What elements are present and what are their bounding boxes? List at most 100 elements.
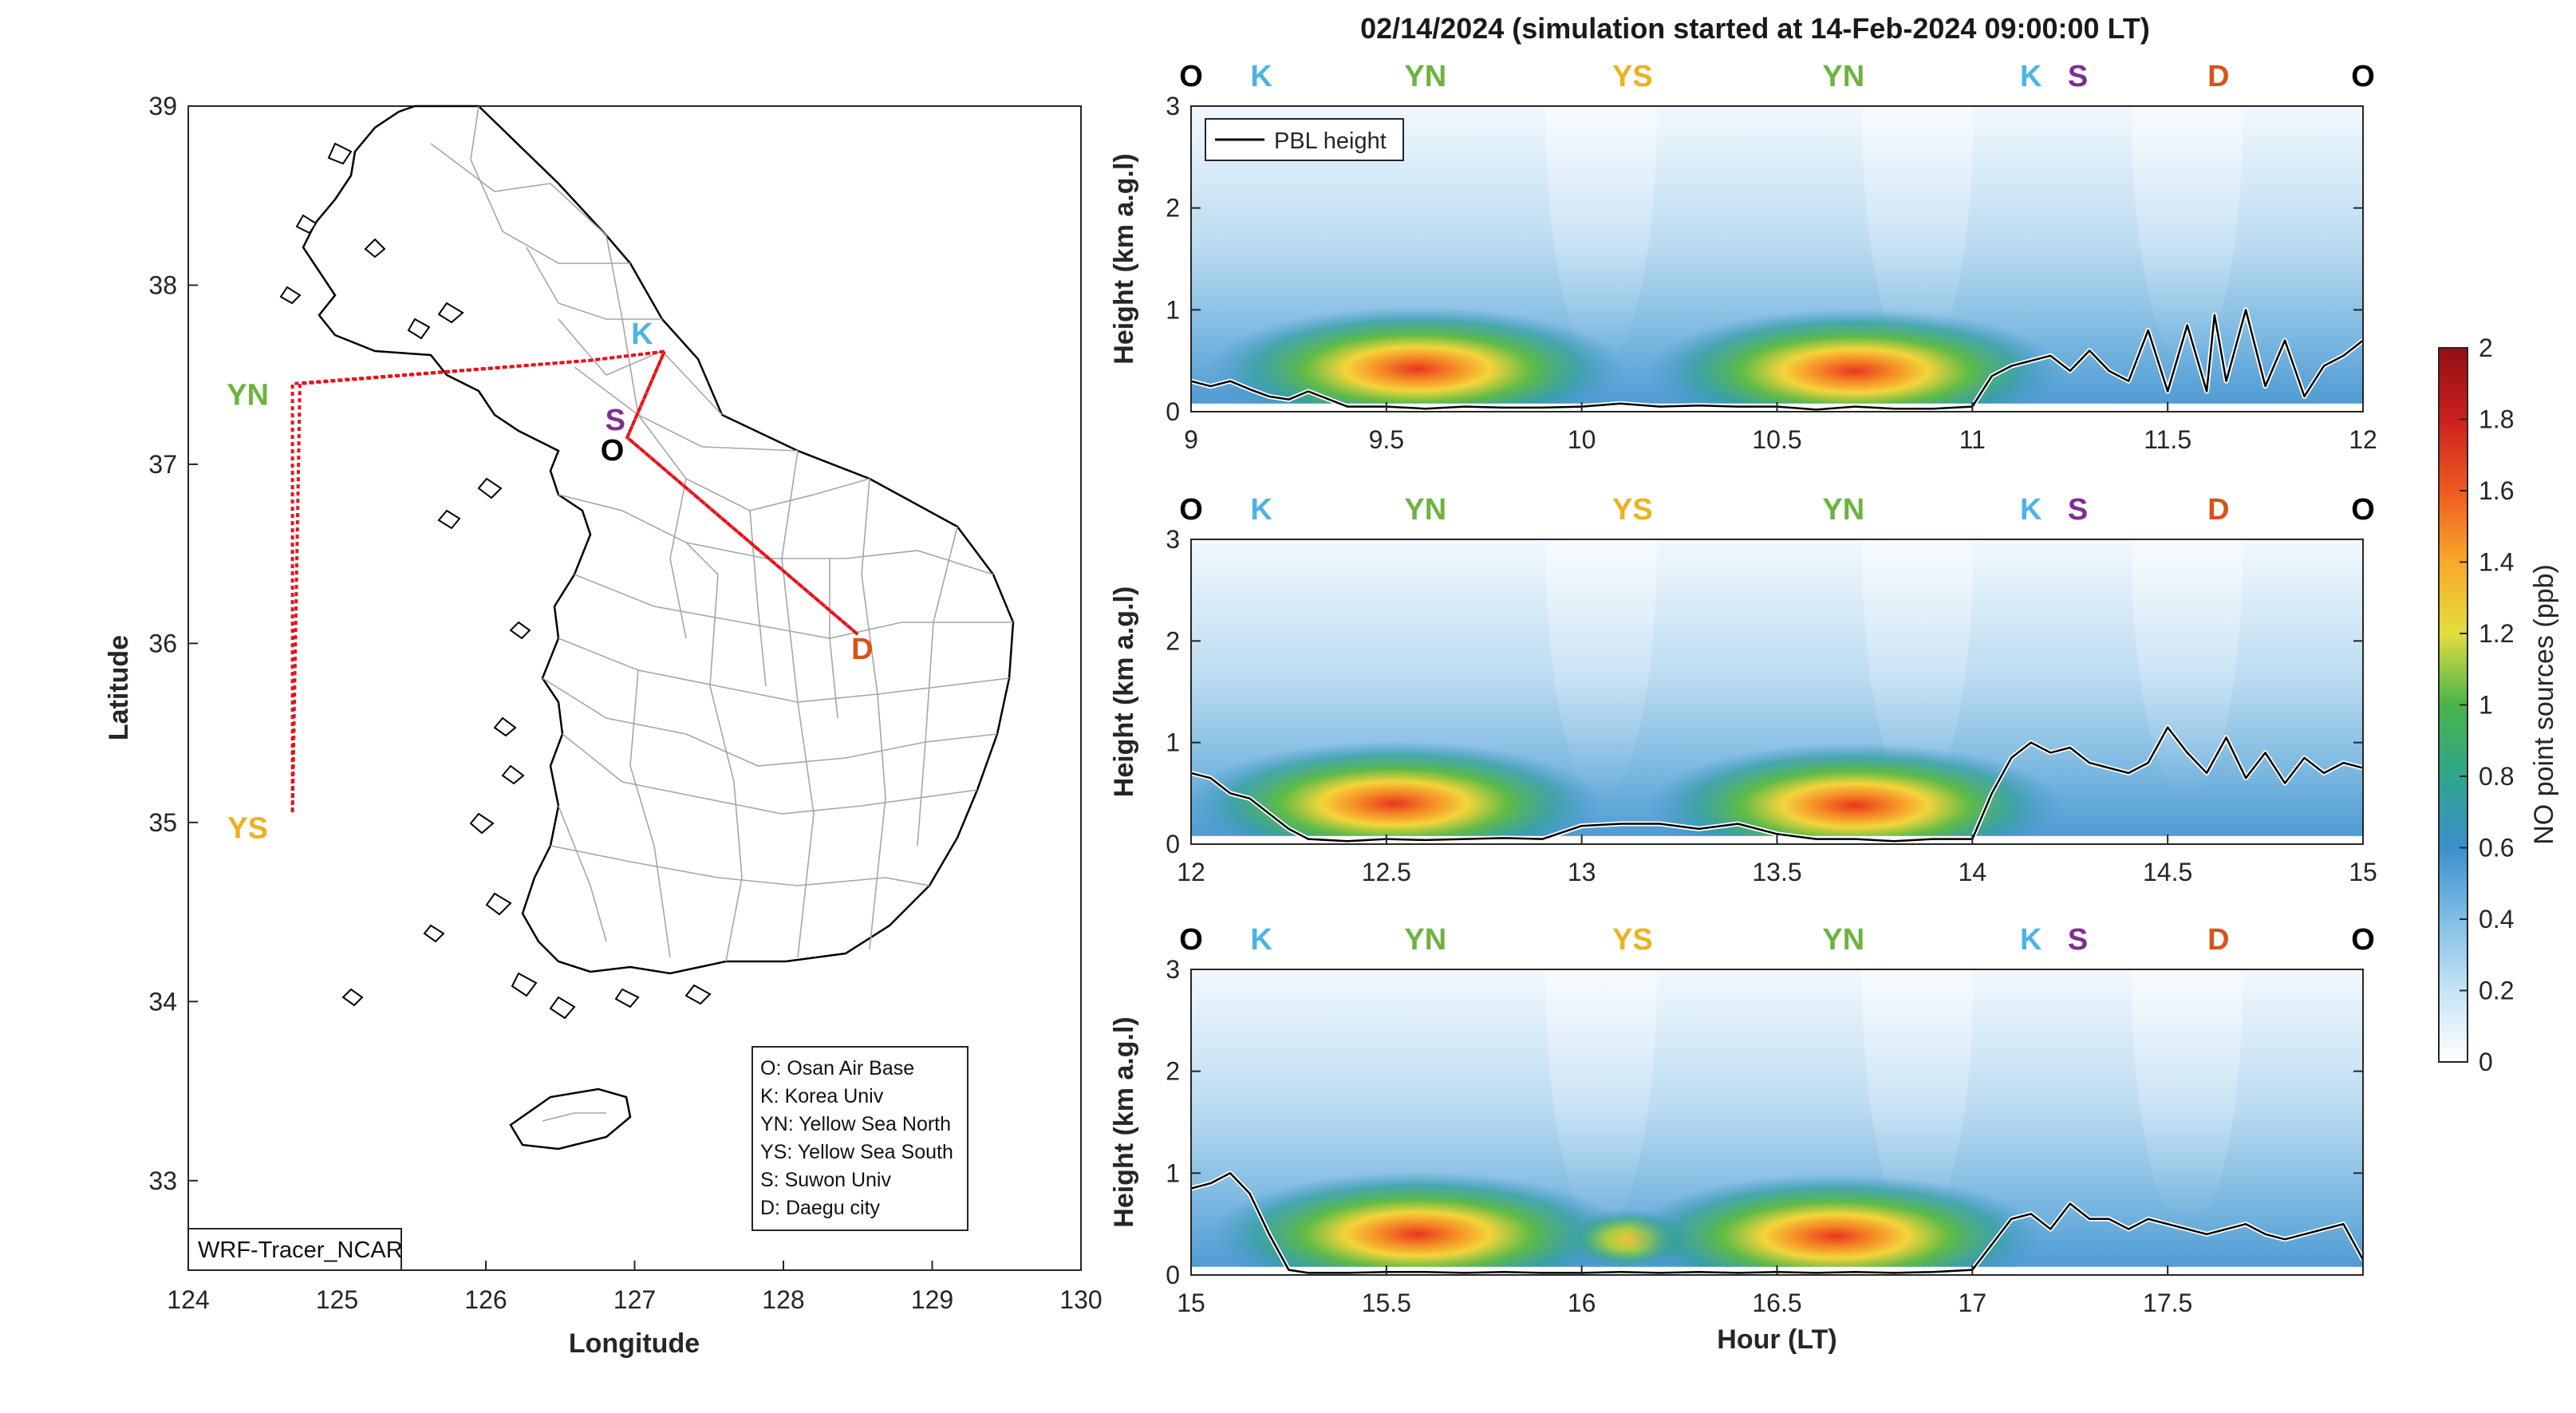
panel-xlabel: Hour (LT) (1717, 1324, 1836, 1355)
map-site-label-d: D (851, 633, 873, 666)
clean-air-column (1861, 969, 1974, 1229)
y-tick-label: 3 (1166, 525, 1180, 554)
map-y-tick-label: 33 (148, 1166, 177, 1195)
x-tick-label: 9.5 (1369, 425, 1404, 454)
panel-ylabel: Height (km a.g.l) (1109, 153, 1139, 364)
map-ylabel: Latitude (104, 635, 134, 740)
site-legend-entry: S: Suwon Univ (760, 1169, 891, 1191)
site-marker-o: O (2351, 60, 2375, 93)
pbl-legend-label: PBL height (1274, 128, 1387, 154)
y-tick-label: 0 (1166, 397, 1180, 426)
y-tick-label: 1 (1166, 1158, 1180, 1187)
site-marker-d: D (2207, 60, 2229, 93)
map-y-tick-label: 34 (148, 987, 177, 1016)
colorbar-tick-label: 0.4 (2479, 905, 2514, 933)
site-marker-s: S (2068, 493, 2088, 527)
x-tick-label: 16 (1568, 1289, 1596, 1317)
x-tick-label: 14.5 (2143, 858, 2192, 886)
x-tick-label: 12.5 (1362, 858, 1411, 886)
jeju-island (509, 1087, 632, 1151)
x-tick-label: 12 (2349, 425, 2377, 454)
site-legend-entry: D: Daegu city (760, 1197, 881, 1219)
y-tick-label: 0 (1166, 1261, 1180, 1289)
x-tick-label: 11 (1959, 425, 1986, 454)
colorbar-tick-label: 0.8 (2479, 762, 2514, 791)
clean-air-column (2131, 539, 2243, 799)
y-tick-label: 2 (1166, 626, 1180, 655)
colorbar-tick-label: 0.2 (2479, 977, 2514, 1005)
site-legend-entry: YS: Yellow Sea South (760, 1141, 953, 1163)
colorbar-tick-label: 1.2 (2479, 619, 2514, 648)
y-tick-label: 1 (1166, 295, 1180, 324)
x-tick-label: 12 (1177, 858, 1205, 886)
x-tick-label: 15 (1177, 1289, 1205, 1317)
site-marker-o: O (1179, 493, 1203, 527)
plume-hotspot (1210, 306, 1625, 412)
site-marker-yn: YN (1404, 923, 1446, 957)
clean-air-column (1861, 106, 1974, 366)
transect-route (290, 349, 859, 814)
site-marker-k: K (2020, 923, 2042, 957)
x-tick-label: 15.5 (1362, 1289, 1411, 1317)
colorbar-label: NO point sources (ppb) (2529, 564, 2559, 845)
x-tick-label: 9 (1184, 425, 1198, 454)
watermark-text: WRF-Tracer_NCAR (198, 1237, 403, 1263)
site-marker-yn: YN (1822, 60, 1864, 93)
x-tick-label: 10 (1568, 425, 1596, 454)
figure-title: 02/14/2024 (simulation started at 14-Feb… (1360, 12, 2150, 45)
site-marker-k: K (2020, 493, 2042, 527)
y-tick-label: 3 (1166, 955, 1180, 984)
site-marker-o: O (1179, 60, 1203, 93)
pbl-height-line (1191, 1172, 2363, 1274)
y-tick-label: 3 (1166, 92, 1180, 120)
concentration-field (1191, 969, 2363, 1275)
map-x-tick-label: 128 (762, 1285, 804, 1314)
site-marker-yn: YN (1822, 493, 1864, 527)
site-marker-k: K (1250, 493, 1272, 527)
x-tick-label: 13.5 (1752, 858, 1801, 886)
site-marker-yn: YN (1404, 60, 1446, 93)
x-tick-label: 13 (1568, 858, 1596, 886)
map-y-ticks: 33 34 35 36 37 38 39 (148, 92, 198, 1195)
site-marker-k: K (1250, 923, 1272, 957)
site-marker-k: K (1250, 60, 1272, 93)
map-site-label-yn: YN (227, 378, 269, 412)
colorbar: 0 0.2 0.4 0.6 0.8 1 1.2 1.4 1.6 1.8 2 NO point sou… (2438, 334, 2559, 1076)
map-x-tick-label: 127 (613, 1285, 656, 1314)
clean-air-column (1545, 969, 1658, 1229)
clean-air-column (2131, 106, 2243, 366)
colorbar-tick-label: 0.6 (2479, 834, 2514, 862)
clean-air-column (1545, 539, 1658, 799)
site-labels: O K YN YS S D (227, 318, 873, 846)
site-legend-entry: YN: Yellow Sea North (760, 1113, 951, 1135)
x-tick-label: 11.5 (2144, 425, 2191, 454)
map-site-label-ys: YS (227, 812, 268, 846)
colorbar-tick-label: 1.4 (2479, 548, 2514, 577)
pbl-height-line (1191, 726, 2363, 843)
site-legend-entry: O: Osan Air Base (760, 1057, 914, 1079)
plume-hotspot (1647, 308, 2063, 412)
site-marker-ys: YS (1612, 923, 1653, 957)
map-y-tick-label: 36 (148, 629, 177, 657)
y-tick-label: 2 (1166, 194, 1180, 223)
pbl-height-line (1191, 309, 2363, 411)
plume-hotspot (1628, 1174, 2043, 1275)
plume-hotspot (1191, 741, 1602, 844)
colorbar-tick-label: 1 (2479, 691, 2493, 720)
map-x-tick-label: 130 (1059, 1285, 1102, 1314)
clean-air-column (1545, 106, 1658, 366)
x-tick-label: 17.5 (2143, 1289, 2192, 1317)
map-x-ticks: 124 125 126 127 128 129 130 (167, 1261, 1103, 1314)
western-islands (279, 142, 712, 1020)
panel-ylabel: Height (km a.g.l) (1109, 586, 1139, 797)
site-marker-k: K (2020, 60, 2042, 93)
x-tick-label: 14 (1959, 858, 1987, 886)
plume-hotspot (1647, 743, 2063, 844)
admin-boundaries (430, 105, 1013, 962)
site-marker-o: O (1179, 923, 1203, 957)
site-marker-ys: YS (1612, 493, 1653, 527)
